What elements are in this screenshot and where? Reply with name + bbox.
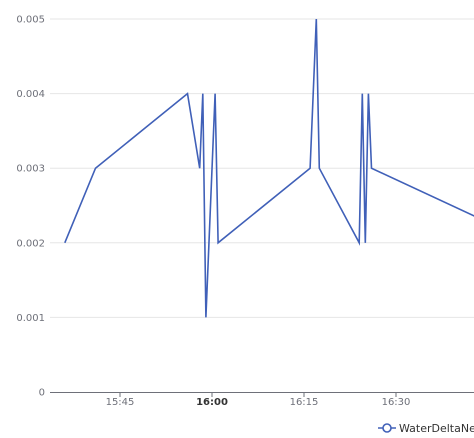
- x-tick-label: 16:30: [382, 397, 411, 408]
- y-tick-label: 0.004: [16, 89, 45, 100]
- x-axis-ticks: 15:45 16:00 16:15 16:30: [106, 392, 411, 408]
- y-axis-ticks: 0 0.001 0.002 0.003 0.004 0.005: [16, 15, 45, 399]
- y-tick-label: 0.002: [16, 238, 45, 249]
- grid-lines: [50, 18, 474, 318]
- y-tick-label: 0: [39, 388, 45, 399]
- legend-marker-icon: [382, 423, 392, 433]
- series-line-waterdeltanew: [64, 18, 474, 318]
- y-tick-label: 0.001: [16, 313, 45, 324]
- x-tick-label: 16:00: [196, 397, 228, 408]
- x-tick-label: 15:45: [106, 397, 135, 408]
- y-tick-label: 0.003: [16, 164, 45, 175]
- legend[interactable]: WaterDeltaNew: [378, 422, 474, 435]
- legend-label[interactable]: WaterDeltaNew: [399, 422, 474, 435]
- x-tick-label: 16:15: [290, 397, 319, 408]
- y-tick-label: 0.005: [16, 15, 45, 26]
- series-lines: [64, 18, 474, 318]
